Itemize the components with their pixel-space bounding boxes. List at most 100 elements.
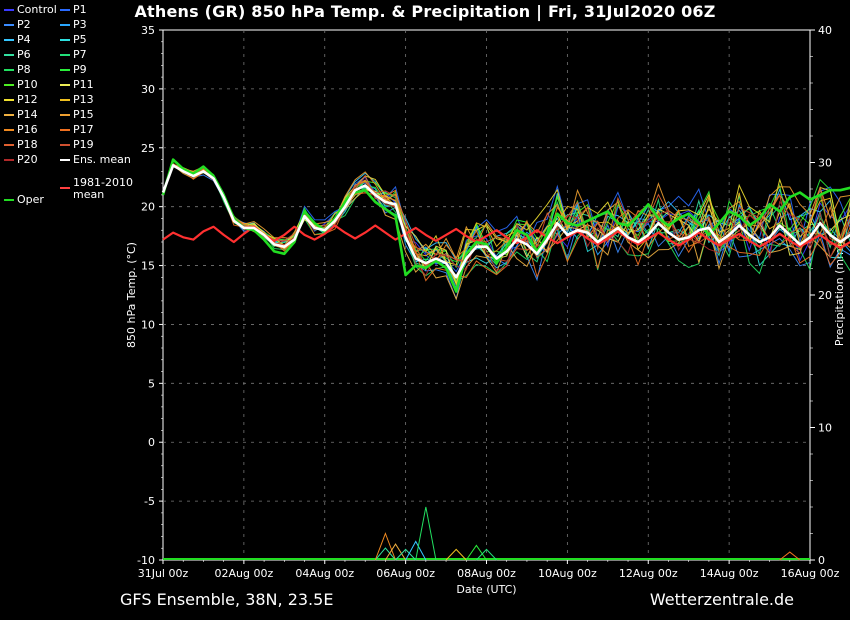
legend-swatch bbox=[4, 24, 14, 26]
legend-item-1981-2010-mean: 1981-2010 mean bbox=[60, 177, 133, 201]
legend-item-p9: P9 bbox=[60, 64, 87, 76]
chart-title: Athens (GR) 850 hPa Temp. & Precipitatio… bbox=[134, 2, 716, 21]
legend-swatch bbox=[4, 9, 14, 11]
x-tick-label: 31Jul 00z bbox=[138, 567, 189, 580]
legend-item-p13: P13 bbox=[60, 94, 94, 106]
x-tick-label: 02Aug 00z bbox=[215, 567, 274, 580]
precip-spike bbox=[779, 551, 801, 561]
legend-item-p8: P8 bbox=[4, 64, 31, 76]
member-line-p14 bbox=[162, 164, 850, 301]
legend-swatch bbox=[4, 54, 14, 56]
legend-item-p3: P3 bbox=[60, 19, 87, 31]
legend-swatch bbox=[60, 99, 70, 101]
x-tick-label: 10Aug 00z bbox=[538, 567, 597, 580]
legend-swatch bbox=[60, 24, 70, 26]
precip-spike bbox=[384, 543, 407, 561]
legend-item-p7: P7 bbox=[60, 49, 87, 61]
legend-swatch bbox=[60, 159, 70, 161]
y-tick-label: -5 bbox=[144, 495, 155, 508]
y-tick-label: 35 bbox=[141, 24, 155, 37]
precip-spike bbox=[374, 547, 396, 561]
x-tick-label: 16Aug 00z bbox=[781, 567, 840, 580]
precip-spike bbox=[395, 548, 417, 561]
legend-swatch bbox=[4, 129, 14, 131]
legend-item-p6: P6 bbox=[4, 49, 31, 61]
x-tick-label: 08Aug 00z bbox=[457, 567, 516, 580]
member-line-p17 bbox=[162, 165, 850, 282]
legend-swatch bbox=[60, 84, 70, 86]
legend-item-p18: P18 bbox=[4, 139, 38, 151]
precip-spike bbox=[465, 544, 487, 561]
legend-label: P5 bbox=[73, 33, 87, 46]
legend-label: P20 bbox=[17, 153, 38, 166]
legend-swatch bbox=[60, 54, 70, 56]
precip-spike bbox=[415, 506, 437, 561]
x-axis-label: Date (UTC) bbox=[456, 583, 516, 596]
legend-swatch bbox=[60, 114, 70, 116]
legend-swatch bbox=[60, 187, 70, 189]
legend-swatch bbox=[60, 69, 70, 71]
member-line-p8 bbox=[162, 165, 850, 283]
precip-spike bbox=[405, 540, 427, 561]
precip-spike bbox=[445, 548, 467, 561]
legend-label: P18 bbox=[17, 138, 38, 151]
y-tick-label: 10 bbox=[141, 318, 155, 331]
y2-tick-label: 20 bbox=[818, 289, 832, 302]
legend-item-p2: P2 bbox=[4, 19, 31, 31]
legend-swatch bbox=[60, 39, 70, 41]
legend-item-p4: P4 bbox=[4, 34, 31, 46]
legend-swatch bbox=[60, 144, 70, 146]
legend-item-p10: P10 bbox=[4, 79, 38, 91]
y2-tick-label: 0 bbox=[818, 554, 825, 567]
legend-item-p20: P20 bbox=[4, 154, 38, 166]
member-line-p20 bbox=[162, 164, 850, 277]
y-tick-label: 5 bbox=[148, 377, 155, 390]
y-axis-label: 850 hPa Temp. (°C) bbox=[125, 242, 138, 348]
oper-line bbox=[161, 158, 850, 293]
legend-label: P17 bbox=[73, 123, 94, 136]
ens-mean-line bbox=[161, 164, 850, 279]
legend-label: P11 bbox=[73, 78, 94, 91]
legend-item-p11: P11 bbox=[60, 79, 94, 91]
member-line-p12 bbox=[162, 163, 850, 266]
y2-axis-label: Precipitation (mm) bbox=[833, 244, 846, 346]
legend-swatch bbox=[4, 159, 14, 161]
legend-label: P9 bbox=[73, 63, 87, 76]
legend-item-p1: P1 bbox=[60, 4, 87, 16]
y2-tick-label: 30 bbox=[818, 157, 832, 170]
y-tick-label: 25 bbox=[141, 142, 155, 155]
y2-tick-label: 10 bbox=[818, 422, 832, 435]
legend-label: P4 bbox=[17, 33, 31, 46]
legend-label: 1981-2010 mean bbox=[73, 176, 133, 201]
legend-label: Oper bbox=[17, 193, 44, 206]
y-tick-label: 0 bbox=[148, 436, 155, 449]
legend-item-oper: Oper bbox=[4, 194, 44, 206]
x-tick-label: 04Aug 00z bbox=[295, 567, 354, 580]
y-tick-label: 20 bbox=[141, 201, 155, 214]
legend-label: P8 bbox=[17, 63, 31, 76]
legend-label: P6 bbox=[17, 48, 31, 61]
y2-tick-label: 40 bbox=[818, 24, 832, 37]
legend-swatch bbox=[4, 69, 14, 71]
legend-label: P13 bbox=[73, 93, 94, 106]
legend-item-p16: P16 bbox=[4, 124, 38, 136]
legend: Control P1 P2 P3 P4 P5 P6 P7 P8 P9 P10 P11 P12 P13 P14… bbox=[0, 0, 140, 220]
legend-swatch bbox=[4, 39, 14, 41]
model-info: GFS Ensemble, 38N, 23.5E bbox=[120, 590, 334, 609]
legend-label: P19 bbox=[73, 138, 94, 151]
legend-label: P10 bbox=[17, 78, 38, 91]
legend-item-ens-mean: Ens. mean bbox=[60, 154, 131, 166]
legend-swatch bbox=[4, 99, 14, 101]
legend-label: P14 bbox=[17, 108, 38, 121]
legend-label: P2 bbox=[17, 18, 31, 31]
legend-label: P7 bbox=[73, 48, 87, 61]
x-tick-label: 06Aug 00z bbox=[376, 567, 435, 580]
y-tick-label: 30 bbox=[141, 83, 155, 96]
legend-label: Control bbox=[17, 3, 57, 16]
legend-label: P16 bbox=[17, 123, 38, 136]
member-line-p19 bbox=[162, 164, 850, 270]
precip-spike bbox=[374, 532, 396, 561]
legend-item-p15: P15 bbox=[60, 109, 94, 121]
legend-swatch bbox=[4, 84, 14, 86]
